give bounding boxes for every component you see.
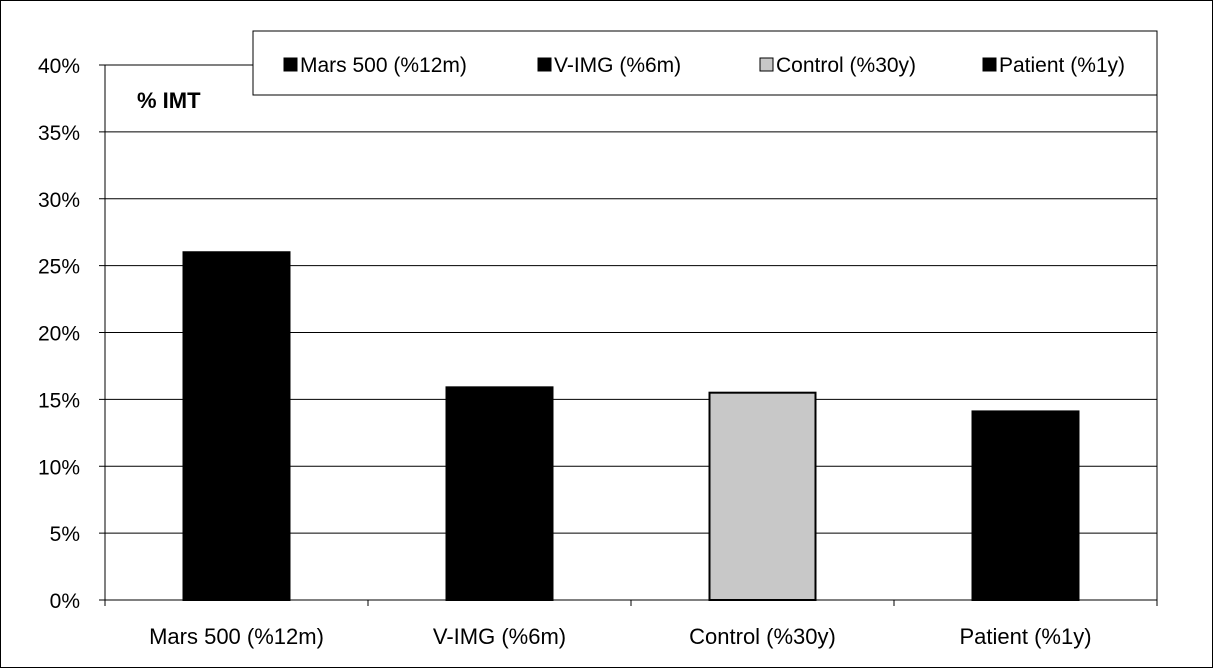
legend: Mars 500 (%12m) V-IMG (%6m) Control (%30y)… [252, 30, 1158, 96]
panel-label: % IMT [137, 88, 201, 113]
legend-label: Control (%30y) [776, 54, 916, 77]
legend-label: Mars 500 (%12m) [300, 54, 467, 77]
bar-4 [971, 410, 1080, 601]
y-tick-label: 15% [38, 389, 80, 412]
legend-swatch [759, 57, 774, 72]
legend-box [252, 30, 1158, 96]
y-tick-label: 5% [50, 523, 80, 546]
legend-swatch [537, 57, 552, 72]
y-tick-label: 40% [38, 55, 80, 78]
y-tick-label: 0% [50, 590, 80, 613]
legend-label: V-IMG (%6m) [554, 54, 681, 77]
y-tick-label: 25% [38, 256, 80, 279]
legend-label: Patient (%1y) [999, 54, 1125, 77]
x-tick-label: Control (%30y) [689, 624, 836, 649]
y-tick-labels: 0% 5% 10% 15% 20% 25% 30% 35% 40% [38, 55, 80, 613]
x-tick-label: Patient (%1y) [959, 624, 1091, 649]
x-tick-labels: Mars 500 (%12m) V-IMG (%6m) Control (%30y)… [149, 624, 1091, 649]
bar-layer [182, 251, 1080, 601]
y-tick-label: 35% [38, 122, 80, 145]
x-tick-label: Mars 500 (%12m) [149, 624, 324, 649]
bar-2 [445, 386, 554, 601]
x-tick-label: V-IMG (%6m) [433, 624, 566, 649]
y-tick-label: 30% [38, 189, 80, 212]
y-tick-label: 10% [38, 456, 80, 479]
y-tick-label: 20% [38, 323, 80, 346]
axis-layer [99, 64, 1158, 606]
legend-swatch [283, 57, 298, 72]
bar-1 [182, 251, 291, 601]
legend-swatch [982, 57, 997, 72]
bar-3 [708, 391, 817, 601]
